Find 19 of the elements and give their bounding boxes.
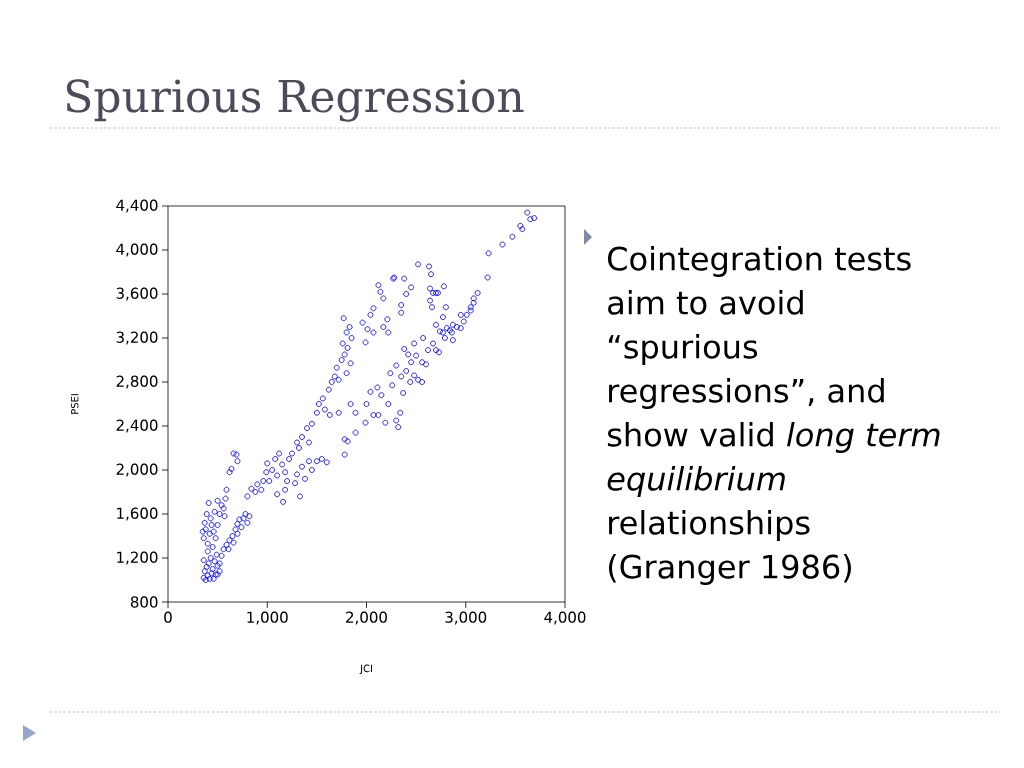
x-tick-label: 2,000	[346, 611, 387, 625]
x-tick-label: 1,000	[247, 611, 288, 625]
y-tick-label: 3,600	[116, 287, 158, 301]
x-tick-label: 3,000	[445, 611, 487, 625]
x-axis-title: JCI	[359, 664, 372, 675]
y-tick-label: 1,200	[117, 551, 158, 565]
y-tick-label: 4,400	[116, 199, 158, 213]
y-tick-label: 2,000	[116, 463, 158, 477]
y-tick-label: 2,800	[116, 375, 158, 389]
text: Cointegration tests aim to avoid “spurious regressions”, and show valid long term equilibrium relationships (Granger 1986)	[607, 245, 940, 585]
chart-title: Spurious Regression	[66, 79, 524, 122]
y-tick-label: 1,600	[117, 507, 158, 521]
y-axis-title: PSEI	[70, 394, 79, 414]
x-tick-label: 4,000	[544, 611, 586, 625]
y-tick-label: 4,000	[116, 243, 158, 257]
y-tick-label: 2,400	[116, 419, 158, 433]
y-tick-label: 800	[130, 596, 158, 608]
y-tick-label: 3,200	[116, 331, 158, 345]
x-tick-label: 0	[164, 611, 172, 623]
